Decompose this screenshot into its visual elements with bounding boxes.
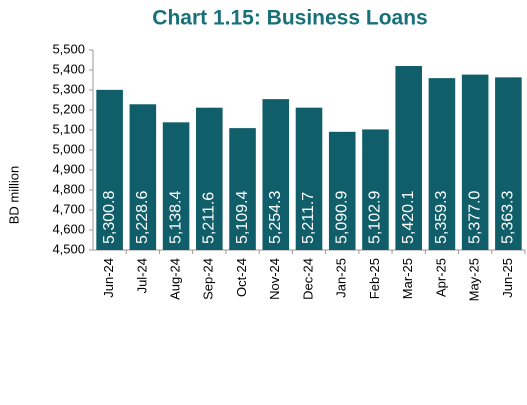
bar <box>295 107 323 250</box>
value-label: 5,377.0 <box>466 191 483 244</box>
bar <box>495 77 522 250</box>
value-label: 5,211.6 <box>201 192 218 244</box>
x-tick-label: Aug-24 <box>168 258 183 300</box>
bar <box>362 129 389 250</box>
y-tick-label: 5,100 <box>52 121 85 136</box>
bar <box>162 122 190 250</box>
bar <box>428 78 456 250</box>
bar <box>262 99 290 250</box>
x-tick-label: May-25 <box>467 258 482 301</box>
y-tick-label: 5,300 <box>52 81 85 96</box>
value-label: 5,228.6 <box>134 191 151 244</box>
y-tick-label: 4,500 <box>52 241 85 256</box>
value-label: 5,254.3 <box>267 191 284 244</box>
y-tick-label: 4,800 <box>52 181 85 196</box>
value-label: 5,102.9 <box>367 191 384 244</box>
y-tick-label: 5,000 <box>52 141 85 156</box>
x-tick-label: Mar-25 <box>400 258 415 299</box>
bar <box>328 131 356 250</box>
x-tick-label: Jun-24 <box>101 258 116 298</box>
y-tick-label: 5,200 <box>52 101 85 116</box>
y-axis-label: BD million <box>6 166 21 225</box>
value-label: 5,363.3 <box>500 191 517 244</box>
x-tick-label: Jul-24 <box>134 258 149 293</box>
bar <box>395 65 422 250</box>
x-tick-label: Feb-25 <box>367 258 382 299</box>
x-tick-label: Jun-25 <box>500 258 515 298</box>
bar <box>96 89 123 250</box>
value-label: 5,138.4 <box>167 191 184 244</box>
x-tick-label: Jan-25 <box>334 258 349 298</box>
x-tick-label: Nov-24 <box>267 258 282 300</box>
bar <box>129 104 157 250</box>
y-tick-label: 4,600 <box>52 221 85 236</box>
y-tick-label: 5,400 <box>52 61 85 76</box>
value-label: 5,211.7 <box>300 192 317 244</box>
x-tick-label: Oct-24 <box>234 258 249 297</box>
bar <box>196 107 223 251</box>
bar <box>229 128 256 250</box>
value-label: 5,420.1 <box>400 191 417 244</box>
x-tick-label: Sep-24 <box>201 258 216 300</box>
x-tick-label: Dec-24 <box>300 258 315 300</box>
y-tick-label: 4,700 <box>52 201 85 216</box>
y-tick-label: 4,900 <box>52 161 85 176</box>
value-label: 5,090.9 <box>333 191 350 244</box>
y-tick-label: 5,500 <box>52 41 85 56</box>
chart-title: Chart 1.15: Business Loans <box>152 7 427 30</box>
x-tick-label: Apr-25 <box>433 258 448 297</box>
value-label: 5,109.4 <box>234 191 251 244</box>
value-label: 5,300.8 <box>101 191 118 244</box>
bar <box>461 74 489 250</box>
value-label: 5,359.3 <box>433 191 450 244</box>
